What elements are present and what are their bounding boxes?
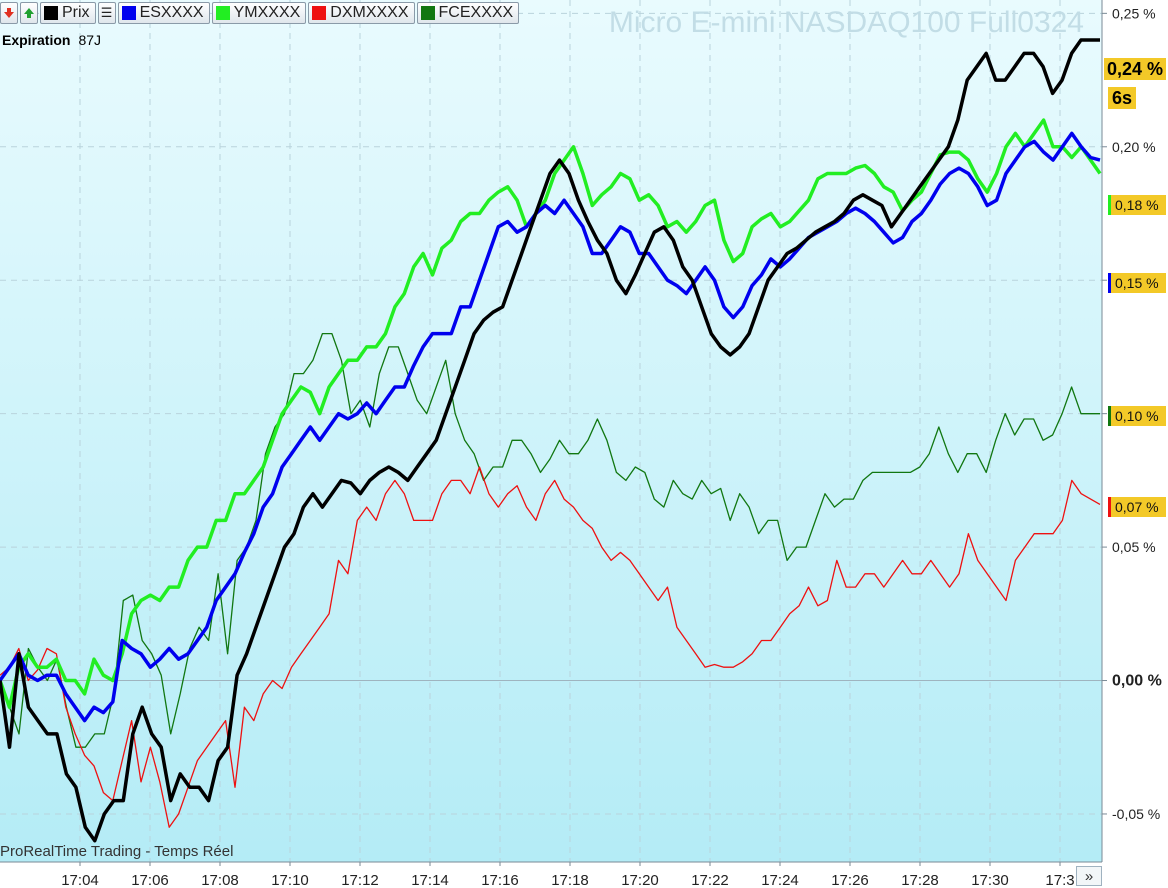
x-tick-label: 17:10	[271, 872, 309, 888]
legend-item-prix[interactable]: Prix	[40, 2, 96, 24]
x-tick-label: 17:24	[761, 872, 799, 888]
legend-label: FCEXXXX	[438, 4, 514, 21]
series-value-tag-label: 0,18 %	[1115, 197, 1159, 214]
x-tick-label: 17:04	[61, 872, 99, 888]
axis-background	[1102, 0, 1168, 888]
legend-item-dxm[interactable]: DXMXXXX	[308, 2, 415, 24]
x-tick-label: 17:28	[901, 872, 939, 888]
series-line-ymxxxx	[0, 118, 1102, 709]
y-tick-label: 0,00 %	[1112, 673, 1162, 690]
x-tick-label: 17:3	[1045, 872, 1074, 888]
series-value-tag-label: 0,07 %	[1115, 499, 1159, 516]
series-value-tag: 0,10 %	[1108, 406, 1166, 427]
series-line-prix	[0, 38, 1100, 843]
x-tick-label: 17:18	[551, 872, 589, 888]
legend-label: ESXXXX	[139, 4, 204, 21]
expiration-info: Expiration 87J	[2, 32, 101, 48]
arrow-down-icon[interactable]	[0, 2, 18, 24]
list-icon[interactable]: ☰	[97, 2, 116, 24]
x-tick-label: 17:08	[201, 872, 239, 888]
x-tick-label: 17:22	[691, 872, 729, 888]
legend-swatch	[121, 6, 136, 20]
countdown-tag: 6s	[1108, 87, 1137, 109]
legend-swatch	[420, 6, 435, 20]
series-value-tag-label: 0,15 %	[1115, 274, 1159, 291]
x-tick-label: 17:26	[831, 872, 869, 888]
y-tick-label: 0,25 %	[1112, 5, 1156, 21]
series-value-tag: 0,07 %	[1108, 497, 1166, 518]
series-value-tag-label: 0,10 %	[1115, 408, 1159, 425]
legend-swatch	[215, 6, 230, 20]
legend-label: DXMXXXX	[330, 4, 409, 21]
x-tick-label: 17:20	[621, 872, 659, 888]
time-axis-background	[0, 862, 1102, 888]
x-tick-label: 17:12	[341, 872, 379, 888]
legend-label: YMXXXX	[233, 4, 301, 21]
instrument-watermark: Micro E-mini NASDAQ100 Full0324	[608, 6, 1084, 39]
series-layer	[0, 38, 1102, 843]
series-line-esxxxx	[0, 131, 1101, 723]
legend-item-es[interactable]: ESXXXX	[117, 2, 210, 24]
last-price-tag: 0,24 %	[1103, 58, 1166, 80]
y-tick-label: 0,20 %	[1112, 139, 1156, 155]
series-value-tag: 0,15 %	[1108, 272, 1166, 293]
y-tick-label: 0,05 %	[1112, 539, 1156, 555]
legend-swatch	[312, 6, 327, 20]
legend-swatch	[44, 6, 58, 20]
x-tick-label: 17:06	[131, 872, 169, 888]
x-tick-label: 17:16	[481, 872, 519, 888]
series-value-tag: 0,18 %	[1108, 195, 1166, 216]
x-tick-label: 17:30	[971, 872, 1009, 888]
x-tick-label: 17:14	[411, 872, 449, 888]
legend-item-fce[interactable]: FCEXXXX	[416, 2, 520, 24]
series-line-fcexxxx	[0, 332, 1100, 748]
arrow-up-icon[interactable]	[20, 2, 38, 24]
chart-toolbar: Prix ☰ ESXXXX YMXXXX DXMXXXX FCEXXXX	[0, 0, 520, 26]
x-axis-ticks: 17:04 17:06 17:08 17:10 17:12 17:14 17:16 17:18…	[61, 862, 1075, 888]
legend-label: Prix	[62, 4, 90, 21]
scroll-right-button[interactable]: »	[1076, 866, 1102, 886]
expiration-label: Expiration	[2, 32, 71, 48]
expiration-value: 87J	[78, 32, 102, 48]
series-line-dxmxxxx	[0, 466, 1101, 828]
data-source-label: ProRealTime Trading - Temps Réel	[0, 843, 234, 860]
legend-item-ym[interactable]: YMXXXX	[211, 2, 307, 24]
y-tick-label: -0,05 %	[1112, 806, 1160, 822]
grid	[0, 0, 1102, 862]
plot-background	[0, 0, 1102, 862]
